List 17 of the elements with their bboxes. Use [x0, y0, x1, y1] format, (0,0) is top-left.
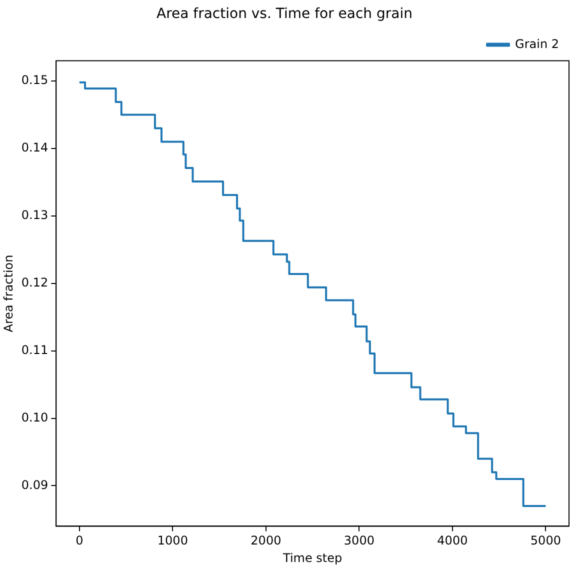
x-tick-label: 4000 — [437, 534, 468, 548]
y-tick-label: 0.10 — [21, 410, 48, 424]
x-tick-label: 1000 — [157, 534, 188, 548]
y-tick-label: 0.15 — [21, 73, 48, 88]
y-tick-label: 0.09 — [21, 478, 48, 492]
y-tick-label: 0.12 — [21, 276, 48, 290]
x-tick-label: 0 — [76, 534, 84, 548]
x-axis-title: Time step — [282, 550, 342, 565]
chart-title: Area fraction vs. Time for each grain — [156, 6, 412, 22]
x-tick-label: 2000 — [250, 534, 282, 548]
y-axis-title: Area fraction — [1, 254, 16, 332]
y-tick-label: 0.11 — [21, 342, 48, 357]
y-tick-label: 0.13 — [21, 208, 48, 222]
y-tick-label: 0.14 — [21, 140, 48, 155]
x-tick-label: 5000 — [530, 534, 561, 548]
x-tick-label: 3000 — [344, 534, 374, 548]
legend-label: Grain 2 — [515, 36, 560, 51]
